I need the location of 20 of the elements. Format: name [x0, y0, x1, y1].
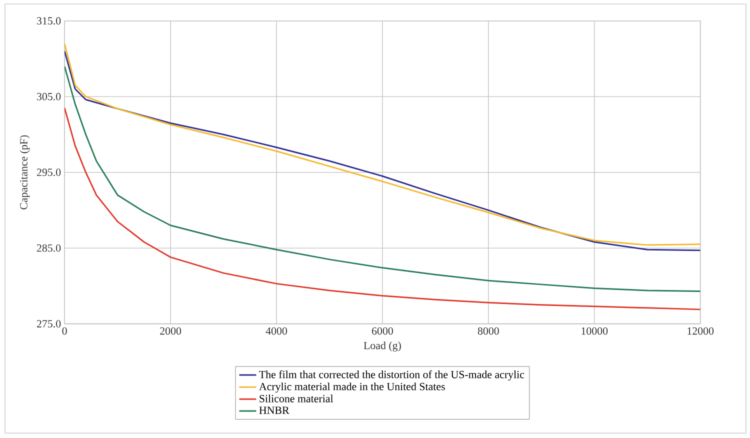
y-tick-label: 315.0 — [37, 17, 61, 25]
legend-label: The film that corrected the distortion of the US-made acrylic — [259, 370, 524, 380]
y-tick-label: 295.0 — [36, 168, 61, 176]
x-tick-label: 8000 — [478, 327, 499, 335]
y-tick-label: 285.0 — [36, 244, 61, 252]
line-series — [64, 107, 700, 310]
y-tick-label: 305.0 — [37, 92, 61, 100]
x-tick-label: 0 — [62, 327, 67, 335]
y-axis-title: Capacitance (pF) — [20, 135, 30, 210]
x-tick-label: 2000 — [160, 327, 182, 335]
x-tick-label: 4000 — [266, 327, 288, 335]
x-tick-label: 12000 — [688, 327, 714, 335]
legend-label: HNBR — [259, 406, 290, 414]
x-axis-title: Load (g) — [364, 342, 401, 352]
y-tick-label: 275.0 — [36, 320, 61, 328]
x-tick-label: 6000 — [372, 327, 393, 335]
x-tick-label: 10000 — [582, 327, 608, 335]
line-series — [64, 66, 700, 292]
legend-label: Silicone material — [260, 394, 334, 402]
legend-label: Acrylic material made in the United States — [259, 382, 445, 392]
